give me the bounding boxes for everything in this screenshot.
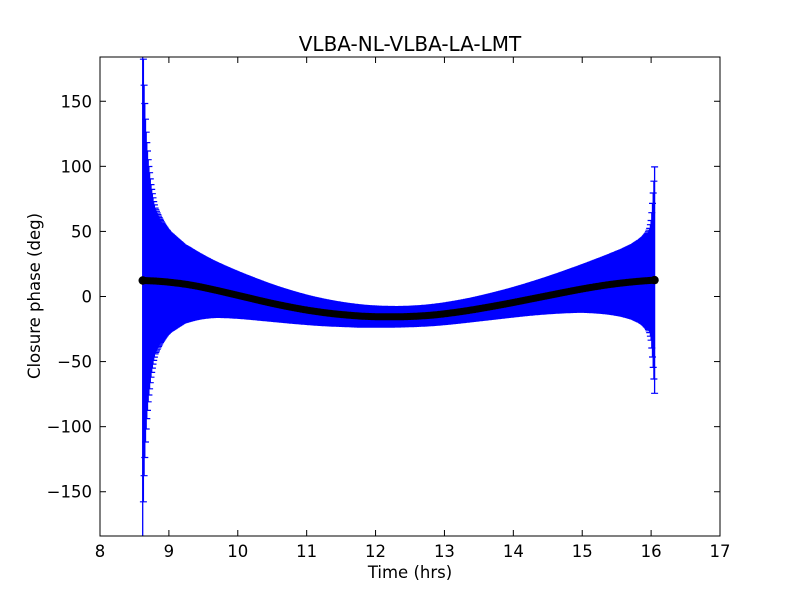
x-tick-label: 11: [296, 542, 317, 561]
y-axis-label: Closure phase (deg): [25, 213, 44, 379]
data-layer: [138, 57, 659, 536]
y-tick-label: −100: [47, 418, 92, 437]
x-tick-label: 9: [164, 542, 175, 561]
y-tick-label: 50: [71, 222, 92, 241]
y-tick-labels: 150 100 50 0 −50 −100 −150: [47, 92, 92, 501]
x-tick-labels: 8 9 10 11 12 13 14 15 16 17: [95, 542, 731, 561]
data-curve: [139, 276, 659, 321]
x-tick-label: 12: [365, 542, 386, 561]
error-bar-caps: [139, 58, 659, 503]
x-tick-label: 14: [503, 542, 524, 561]
x-tick-label: 15: [572, 542, 593, 561]
x-tick-label: 8: [95, 542, 106, 561]
y-tick-label: 0: [82, 288, 93, 307]
error-bars: [142, 57, 656, 536]
start-marker: [138, 276, 147, 285]
chart-title: VLBA-NL-VLBA-LA-LMT: [299, 32, 522, 56]
y-tick-label: 150: [61, 92, 93, 111]
y-tick-label: −50: [57, 353, 92, 372]
x-tick-label: 10: [227, 542, 248, 561]
y-tick-label: −150: [47, 483, 92, 502]
x-axis-label: Time (hrs): [367, 563, 452, 582]
x-tick-label: 16: [641, 542, 662, 561]
end-marker: [650, 275, 659, 285]
x-tick-label: 13: [434, 542, 455, 561]
axis-ticks: [99, 57, 721, 536]
y-tick-label: 100: [61, 157, 93, 176]
x-tick-label: 17: [710, 542, 731, 561]
